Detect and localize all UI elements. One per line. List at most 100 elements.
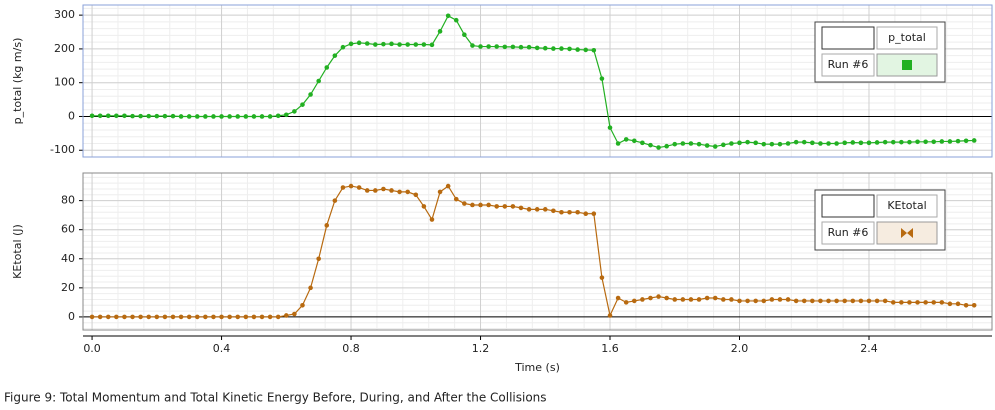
legend-run: Run #6	[828, 226, 869, 239]
legend-swatch	[901, 228, 913, 238]
data-point	[397, 189, 402, 195]
data-point	[502, 204, 508, 209]
legend-run: Run #6	[828, 58, 869, 71]
data-point	[373, 188, 378, 193]
data-point	[470, 202, 475, 208]
data-point	[478, 202, 483, 208]
data-point	[486, 44, 491, 49]
x-axis-label: Time (s)	[514, 361, 560, 374]
data-point	[793, 298, 799, 304]
data-point	[648, 142, 653, 148]
data-point	[340, 185, 346, 190]
y-tick-label: 200	[54, 42, 75, 55]
data-point	[850, 298, 856, 304]
data-point	[259, 314, 265, 320]
x-tick-label: 2.0	[731, 342, 749, 355]
data-point	[882, 298, 888, 304]
data-point	[453, 196, 459, 202]
data-point	[729, 297, 734, 302]
data-point	[421, 204, 427, 209]
data-point	[413, 192, 419, 198]
data-point	[453, 17, 459, 23]
data-point	[923, 139, 928, 145]
data-point	[818, 141, 823, 146]
data-point	[170, 113, 176, 119]
data-point	[332, 53, 338, 58]
data-point	[275, 314, 281, 320]
data-point	[583, 47, 589, 53]
data-point	[721, 297, 726, 302]
data-point	[437, 189, 443, 195]
data-point	[810, 298, 815, 304]
data-point	[761, 298, 767, 304]
data-point	[672, 141, 678, 147]
data-point	[761, 141, 767, 147]
data-point	[316, 256, 321, 262]
data-point	[308, 285, 313, 291]
data-point	[575, 47, 580, 52]
y-axis-label: KEtotal (J)	[11, 224, 24, 279]
data-point	[640, 140, 645, 146]
data-point	[712, 295, 718, 301]
data-point	[842, 298, 848, 304]
y-tick-label: 40	[61, 252, 75, 265]
data-point	[656, 294, 661, 299]
data-point	[292, 311, 297, 317]
data-point	[89, 314, 95, 320]
data-point	[267, 314, 273, 320]
data-point	[486, 202, 491, 208]
data-point	[105, 314, 111, 320]
data-point	[373, 42, 378, 47]
legend-run-cell	[821, 221, 875, 245]
y-tick-label: -100	[50, 143, 75, 156]
data-point	[915, 139, 920, 145]
data-point	[178, 314, 184, 320]
legend-run-cell	[821, 53, 875, 77]
data-point	[348, 41, 354, 47]
data-point	[259, 114, 265, 119]
data-point	[704, 295, 710, 301]
y-tick-label: 300	[54, 8, 75, 21]
data-point	[939, 139, 945, 144]
data-point	[348, 183, 354, 189]
data-point	[955, 301, 961, 307]
data-point	[575, 209, 580, 215]
data-point	[672, 297, 678, 302]
data-point	[534, 45, 540, 51]
data-point	[526, 207, 532, 212]
data-point	[777, 141, 783, 147]
data-point	[114, 113, 119, 119]
data-point	[97, 113, 103, 119]
data-point	[462, 32, 467, 38]
data-point	[907, 300, 912, 305]
data-point	[243, 114, 249, 119]
data-point	[227, 114, 232, 119]
data-point	[971, 302, 977, 308]
data-point	[858, 298, 864, 304]
data-point	[615, 141, 621, 146]
data-point	[947, 139, 953, 144]
data-point	[826, 141, 831, 146]
data-point	[356, 185, 362, 190]
data-point	[510, 204, 516, 209]
data-point	[526, 44, 532, 50]
data-point	[737, 140, 742, 146]
data-point	[866, 140, 872, 146]
data-point	[712, 144, 718, 149]
data-point	[745, 139, 750, 145]
data-point	[283, 112, 289, 118]
data-point	[542, 207, 548, 212]
data-point	[623, 300, 629, 305]
data-point	[389, 41, 394, 47]
data-point	[753, 140, 758, 146]
data-point	[89, 113, 95, 119]
data-point	[890, 139, 896, 145]
data-point	[680, 297, 686, 302]
data-point	[154, 113, 160, 119]
data-point	[818, 298, 823, 304]
data-point	[874, 298, 880, 304]
data-point	[445, 13, 451, 19]
data-point	[963, 138, 969, 144]
x-tick-label: 1.2	[472, 342, 490, 355]
